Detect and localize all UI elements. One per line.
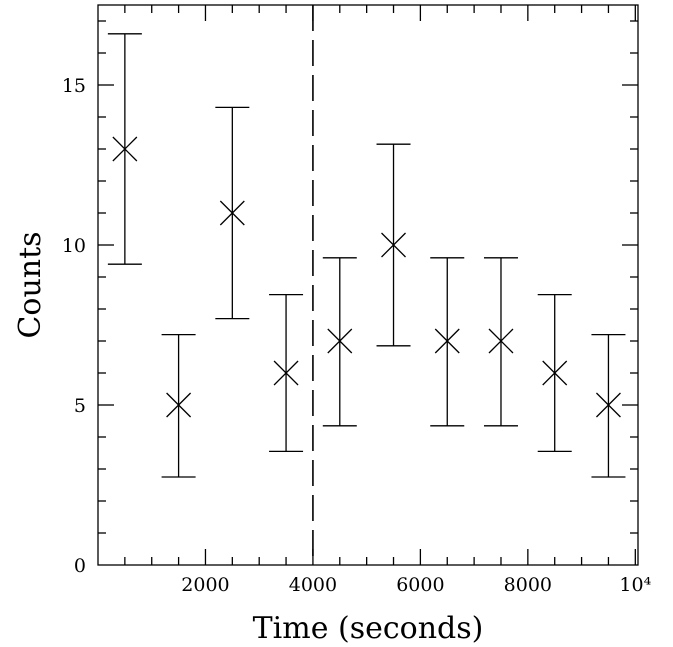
- point-marker-stroke: [434, 328, 460, 354]
- axis-ticks: [98, 5, 638, 565]
- y-axis-title: Counts: [13, 231, 48, 338]
- point-marker-stroke: [112, 136, 138, 162]
- x-tick-label: 2000: [181, 574, 229, 596]
- data-point: [376, 143, 411, 347]
- x-tick-label: 6000: [396, 574, 444, 596]
- y-tick-label: 10: [62, 235, 86, 257]
- x-axis-title: Time (seconds): [253, 611, 484, 646]
- data-point: [107, 33, 142, 265]
- x-tick-label: 8000: [504, 574, 552, 596]
- data-point: [215, 106, 250, 320]
- point-marker-stroke: [542, 360, 568, 386]
- plot-frame: [97, 4, 639, 566]
- y-tick-label: 5: [74, 395, 86, 417]
- data-point: [269, 293, 304, 453]
- point-marker-stroke: [327, 328, 353, 354]
- point-marker-stroke: [219, 200, 245, 226]
- point-marker-stroke: [166, 392, 192, 418]
- data-point: [591, 333, 626, 478]
- point-marker-stroke: [273, 360, 299, 386]
- point-marker-stroke: [595, 392, 621, 418]
- data-point: [430, 257, 465, 427]
- data-points: [107, 33, 626, 478]
- x-tick-label: 4000: [289, 574, 337, 596]
- data-point: [537, 293, 572, 453]
- data-point: [483, 257, 518, 427]
- data-point: [322, 257, 357, 427]
- tick-labels: 2000 4000 6000 8000 10⁴ 0 5 10 15: [62, 75, 652, 596]
- data-point: [161, 333, 196, 478]
- y-tick-label: 0: [74, 555, 86, 577]
- y-tick-label: 15: [62, 75, 86, 97]
- point-marker-stroke: [488, 328, 514, 354]
- point-marker-stroke: [381, 232, 406, 258]
- x-tick-label: 10⁴: [619, 574, 651, 596]
